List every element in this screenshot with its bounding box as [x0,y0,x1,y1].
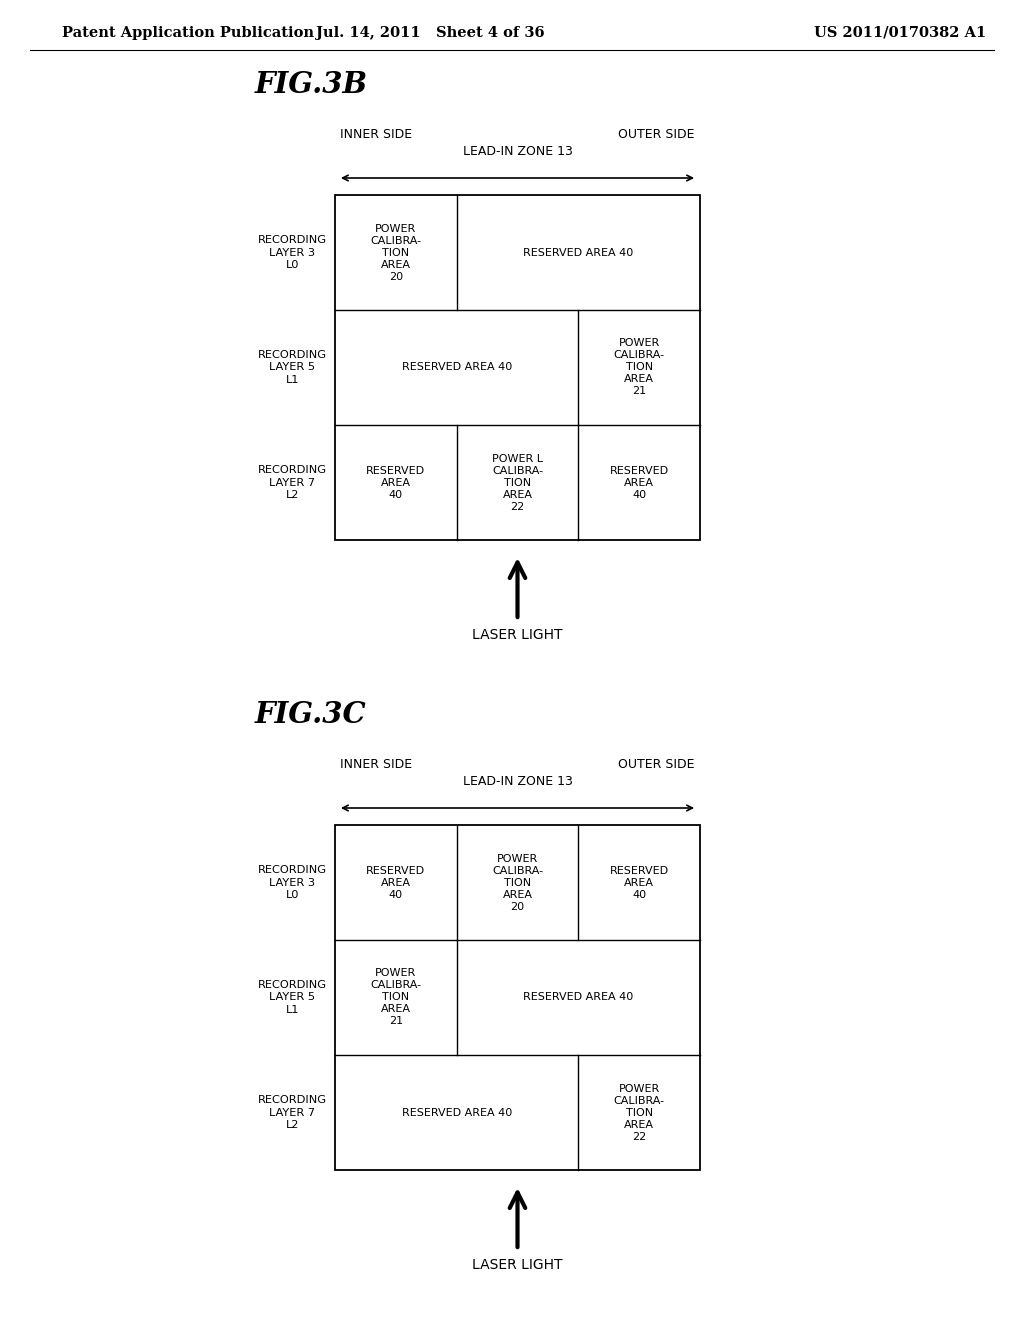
Text: US 2011/0170382 A1: US 2011/0170382 A1 [814,26,986,40]
Text: LEAD-IN ZONE 13: LEAD-IN ZONE 13 [463,145,572,158]
Text: POWER
CALIBRA-
TION
AREA
21: POWER CALIBRA- TION AREA 21 [371,969,422,1027]
Text: POWER
CALIBRA-
TION
AREA
20: POWER CALIBRA- TION AREA 20 [371,223,422,281]
Text: RESERVED AREA 40: RESERVED AREA 40 [523,993,634,1002]
Text: RESERVED AREA 40: RESERVED AREA 40 [523,248,634,257]
Text: RECORDING
LAYER 7
L2: RECORDING LAYER 7 L2 [258,465,327,500]
Text: RESERVED
AREA
40: RESERVED AREA 40 [367,466,425,499]
Text: INNER SIDE: INNER SIDE [340,128,412,141]
Text: RECORDING
LAYER 3
L0: RECORDING LAYER 3 L0 [258,865,327,900]
Bar [335,195,700,540]
Text: OUTER SIDE: OUTER SIDE [618,128,695,141]
Text: LEAD-IN ZONE 13: LEAD-IN ZONE 13 [463,775,572,788]
Text: OUTER SIDE: OUTER SIDE [618,759,695,771]
Text: RESERVED
AREA
40: RESERVED AREA 40 [609,466,669,499]
Text: LASER LIGHT: LASER LIGHT [472,628,563,642]
Text: POWER
CALIBRA-
TION
AREA
20: POWER CALIBRA- TION AREA 20 [492,854,543,912]
Text: RESERVED AREA 40: RESERVED AREA 40 [401,1107,512,1118]
Text: RESERVED AREA 40: RESERVED AREA 40 [401,363,512,372]
Text: Patent Application Publication: Patent Application Publication [62,26,314,40]
Text: FIG.3B: FIG.3B [255,70,368,99]
Text: INNER SIDE: INNER SIDE [340,759,412,771]
Text: FIG.3C: FIG.3C [255,700,367,729]
Text: RECORDING
LAYER 7
L2: RECORDING LAYER 7 L2 [258,1096,327,1130]
Text: RESERVED
AREA
40: RESERVED AREA 40 [609,866,669,899]
Text: RECORDING
LAYER 5
L1: RECORDING LAYER 5 L1 [258,350,327,385]
Text: POWER
CALIBRA-
TION
AREA
21: POWER CALIBRA- TION AREA 21 [613,338,665,396]
Bar [335,825,700,1170]
Text: Jul. 14, 2011   Sheet 4 of 36: Jul. 14, 2011 Sheet 4 of 36 [315,26,545,40]
Text: LASER LIGHT: LASER LIGHT [472,1258,563,1272]
Text: RECORDING
LAYER 5
L1: RECORDING LAYER 5 L1 [258,979,327,1015]
Text: RECORDING
LAYER 3
L0: RECORDING LAYER 3 L0 [258,235,327,269]
Text: POWER
CALIBRA-
TION
AREA
22: POWER CALIBRA- TION AREA 22 [613,1084,665,1142]
Text: RESERVED
AREA
40: RESERVED AREA 40 [367,866,425,899]
Text: POWER L
CALIBRA-
TION
AREA
22: POWER L CALIBRA- TION AREA 22 [492,454,543,511]
